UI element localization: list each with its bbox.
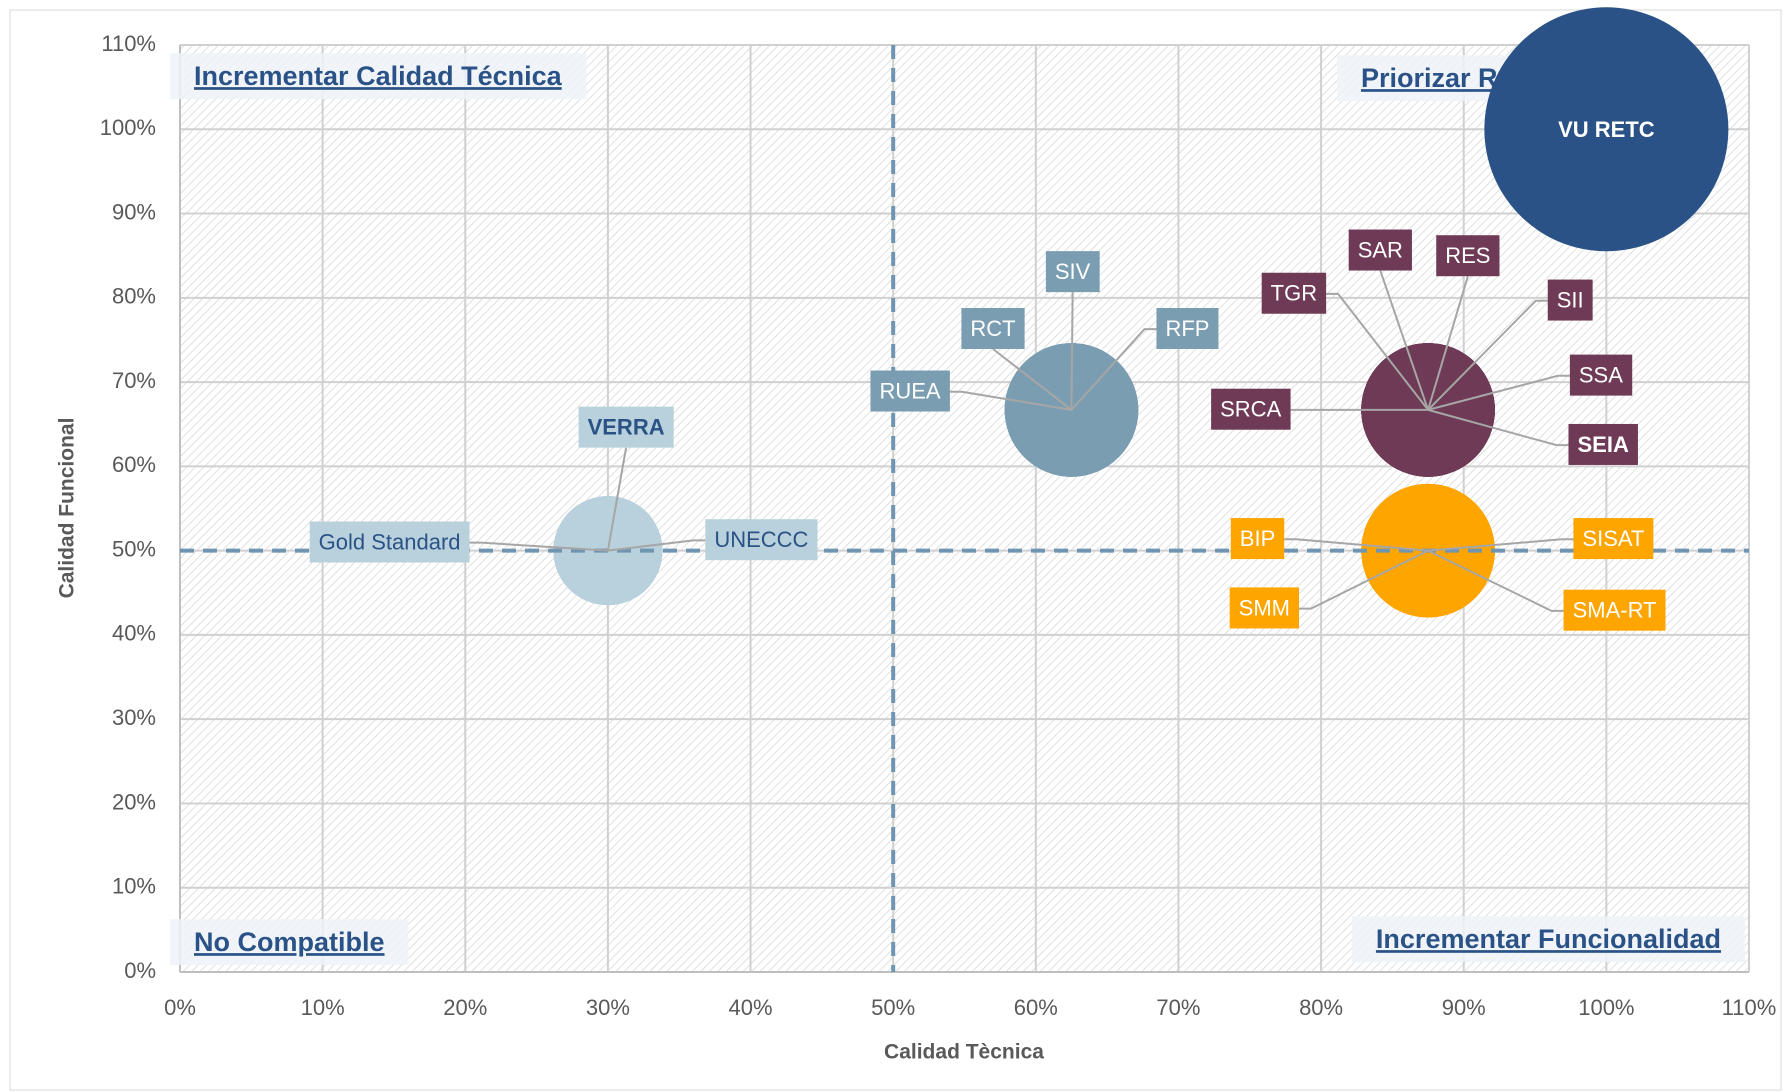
- leader-line: [1427, 408, 1569, 447]
- data-label: RUEA: [879, 379, 940, 404]
- leader-line: [1379, 270, 1430, 411]
- data-label: VERRA: [588, 415, 665, 440]
- data-label: BIP: [1240, 526, 1275, 551]
- leader-line: [1070, 328, 1157, 411]
- data-label-box: [1261, 272, 1327, 314]
- y-axis-title: Calidad Funcional: [56, 418, 79, 599]
- data-label: SMM: [1239, 595, 1290, 620]
- data-label-box: [1573, 518, 1654, 560]
- y-tick-label: 60%: [112, 452, 156, 477]
- data-label-box: [1568, 423, 1638, 465]
- leader-line: [469, 541, 608, 552]
- leader-line: [1427, 299, 1548, 411]
- y-tick-label: 100%: [100, 115, 156, 140]
- y-tick-label: 70%: [112, 368, 156, 393]
- data-label-box: [1563, 589, 1666, 631]
- data-label: UNECCC: [714, 527, 808, 552]
- data-label: SAR: [1358, 238, 1403, 263]
- data-labels: VU RETC SAR RES TGR SII SSA SRCA SEIA BIP SISAT SM…: [309, 117, 1666, 631]
- x-tick-label: 90%: [1442, 995, 1486, 1020]
- x-tick-label: 110%: [1722, 995, 1777, 1020]
- quadrant-label-box: [170, 919, 409, 966]
- leader-line: [992, 348, 1073, 411]
- data-label-box: [1348, 229, 1412, 271]
- leader-line: [1427, 549, 1564, 612]
- data-label: SMA-RT: [1573, 598, 1657, 623]
- leader-lines: [469, 270, 1574, 612]
- quadrant-label: Incrementar Funcionalidad: [1376, 924, 1721, 954]
- y-tick-label: 30%: [112, 705, 156, 730]
- leader-line: [606, 447, 628, 551]
- y-tick-label: 50%: [112, 536, 156, 561]
- y-tick-label: 80%: [112, 284, 156, 309]
- x-tick-label: 30%: [586, 995, 630, 1020]
- data-label-box: [1569, 354, 1633, 396]
- y-tick-label: 40%: [112, 621, 156, 646]
- y-tick-label: 90%: [112, 199, 156, 224]
- data-label: SIV: [1055, 259, 1091, 284]
- data-label-box: [870, 370, 950, 412]
- leader-line: [949, 390, 1072, 411]
- leader-line: [1284, 538, 1429, 552]
- quadrant-label: No Compatible: [194, 927, 385, 957]
- data-label: VU RETC: [1558, 117, 1655, 142]
- plot-background: [180, 45, 1749, 972]
- x-tick-label: 80%: [1299, 995, 1343, 1020]
- leader-line: [1326, 292, 1429, 411]
- data-label: RFP: [1165, 316, 1209, 341]
- x-tick-label: 40%: [729, 995, 773, 1020]
- leader-line: [607, 539, 706, 552]
- data-label-box: [1436, 235, 1500, 277]
- x-tick-label: 100%: [1578, 995, 1634, 1020]
- data-label-box: [1230, 518, 1285, 560]
- y-tick-label: 0%: [124, 958, 156, 983]
- leader-line: [1427, 374, 1570, 411]
- data-label-box: [578, 406, 674, 448]
- x-tick-label: 50%: [871, 995, 915, 1020]
- data-label-box: [1156, 307, 1219, 349]
- leader-line: [1070, 292, 1074, 410]
- data-label-box: [309, 521, 470, 563]
- x-axis-title: Calidad Tècnica: [884, 1041, 1044, 1064]
- data-label: RCT: [970, 316, 1015, 341]
- y-tick-label: 20%: [112, 789, 156, 814]
- x-tick-label: 10%: [301, 995, 345, 1020]
- quadrant-label: Incrementar Calidad Técnica: [194, 61, 563, 91]
- data-label: SEIA: [1577, 432, 1628, 457]
- data-label: SSA: [1579, 363, 1623, 388]
- data-label: SRCA: [1220, 397, 1281, 422]
- y-tick-label: 110%: [101, 31, 156, 56]
- quadrant-label-box: [170, 53, 587, 100]
- x-tick-label: 70%: [1156, 995, 1200, 1020]
- y-tick-label: 10%: [112, 874, 156, 899]
- data-label: RES: [1445, 243, 1490, 268]
- leader-line: [1427, 538, 1574, 552]
- data-label-box: [1229, 587, 1300, 629]
- data-label-box: [1045, 251, 1100, 293]
- x-tick-label: 60%: [1014, 995, 1058, 1020]
- bubble: [1484, 7, 1729, 252]
- data-label: SII: [1557, 288, 1584, 313]
- data-label-box: [705, 519, 818, 561]
- data-label: SISAT: [1582, 526, 1644, 551]
- data-label-box: [1211, 388, 1291, 430]
- bubble: [1004, 343, 1139, 477]
- quadrant-label-box: [1351, 916, 1745, 963]
- data-label-box: [1547, 279, 1593, 321]
- data-label: TGR: [1271, 281, 1317, 306]
- x-tick-label: 20%: [443, 995, 487, 1020]
- x-tick-label: 0%: [164, 995, 196, 1020]
- data-label-box: [961, 307, 1025, 349]
- data-label: Gold Standard: [319, 529, 461, 554]
- leader-line: [1299, 549, 1429, 610]
- leader-line: [1427, 275, 1469, 411]
